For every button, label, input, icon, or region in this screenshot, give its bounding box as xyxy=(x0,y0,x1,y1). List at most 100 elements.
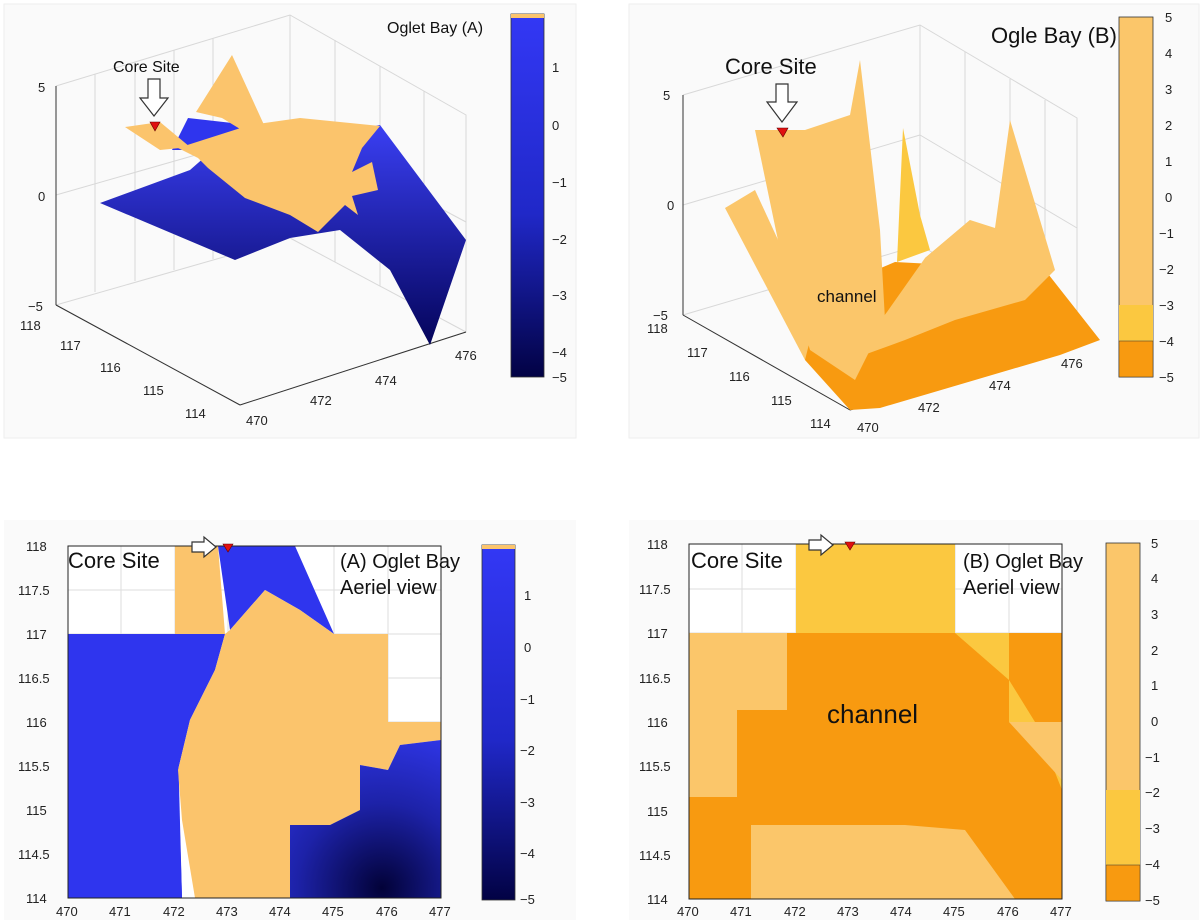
panel-b-core-site-label: Core Site xyxy=(725,54,817,79)
panel-b-aerial-title-line2: Aeriel view xyxy=(963,577,1060,599)
svg-text:−1: −1 xyxy=(520,692,535,707)
panel-b-surface xyxy=(725,60,1100,410)
svg-text:114.5: 114.5 xyxy=(639,848,671,863)
svg-text:474: 474 xyxy=(890,904,912,919)
svg-text:−1: −1 xyxy=(1159,226,1174,241)
svg-text:476: 476 xyxy=(997,904,1019,919)
svg-text:115.5: 115.5 xyxy=(18,759,50,774)
svg-text:−2: −2 xyxy=(552,232,567,247)
svg-text:471: 471 xyxy=(109,904,131,919)
panel-a-aerial-title-line2: Aeriel view xyxy=(340,577,437,599)
panel-a-3d: Core Site Oglet Bay (A) 5 0 −5 118 117 1… xyxy=(0,0,580,440)
panel-a-z-tick: 5 xyxy=(38,80,45,95)
panel-b-y-tick: 115 xyxy=(771,393,792,408)
panel-b-aerial-channel-label: channel xyxy=(827,699,918,729)
svg-text:116.5: 116.5 xyxy=(639,671,671,686)
panel-a-z-tick: 0 xyxy=(38,189,45,204)
panel-b-aerial: Core Site (B) Oglet Bay Aeriel view chan… xyxy=(625,520,1203,920)
svg-text:−2: −2 xyxy=(520,743,535,758)
panel-a-y-tick: 118 xyxy=(20,318,41,333)
panel-b-aerial-core-site-marker xyxy=(844,541,856,551)
svg-text:1: 1 xyxy=(552,60,559,75)
svg-text:5: 5 xyxy=(1165,10,1172,25)
svg-text:118: 118 xyxy=(647,537,668,552)
svg-text:117.5: 117.5 xyxy=(18,583,50,598)
svg-text:116.5: 116.5 xyxy=(18,671,50,686)
svg-text:473: 473 xyxy=(216,904,238,919)
panel-a-colorbar-ticks: 1 0 −1 −2 −3 −4 −5 xyxy=(552,60,567,385)
panel-a-aerial-x-ticks: 470 471 472 473 474 475 476 477 xyxy=(56,904,451,919)
panel-a-y-tick: 114 xyxy=(185,406,206,421)
svg-text:472: 472 xyxy=(163,904,185,919)
panel-b-x-tick: 470 xyxy=(857,420,879,435)
panel-a-aerial-colorbar-ticks: 1 0 −1 −2 −3 −4 −5 xyxy=(520,588,535,907)
panel-a-x-tick: 474 xyxy=(375,373,397,388)
panel-a-y-tick: 117 xyxy=(60,338,81,353)
panel-a-title: Oglet Bay (A) xyxy=(387,20,483,37)
svg-text:117: 117 xyxy=(647,626,668,641)
svg-text:−4: −4 xyxy=(520,846,535,861)
svg-text:118: 118 xyxy=(26,539,47,554)
panel-b-colorbar-ticks: 5 4 3 2 1 0 −1 −2 −3 −4 −5 xyxy=(1159,10,1174,385)
svg-text:477: 477 xyxy=(1050,904,1072,919)
svg-text:114: 114 xyxy=(26,891,47,906)
panel-a-x-tick: 476 xyxy=(455,348,477,363)
svg-text:−2: −2 xyxy=(1145,785,1160,800)
panel-a-core-site-marker xyxy=(149,121,161,132)
svg-text:2: 2 xyxy=(1165,118,1172,133)
svg-text:−4: −4 xyxy=(552,345,567,360)
panel-a-colorbar xyxy=(510,13,545,378)
panel-a-aerial-colorbar xyxy=(481,544,516,901)
svg-text:0: 0 xyxy=(1165,190,1172,205)
panel-b-y-tick: 116 xyxy=(729,369,750,384)
panel-b-aerial-title-line1: (B) Oglet Bay xyxy=(963,551,1083,573)
panel-b-x-tick: 476 xyxy=(1061,356,1083,371)
panel-a-aerial-core-site-arrow xyxy=(191,535,217,559)
panel-a-aerial-plot: Core Site (A) Oglet Bay Aeriel view 118 … xyxy=(4,520,576,920)
panel-a-core-site-arrow xyxy=(138,78,170,117)
svg-text:474: 474 xyxy=(269,904,291,919)
svg-text:477: 477 xyxy=(429,904,451,919)
panel-b-channel-label: channel xyxy=(817,287,877,306)
svg-text:476: 476 xyxy=(376,904,398,919)
svg-text:115.5: 115.5 xyxy=(639,759,671,774)
panel-a-3d-plot: Core Site Oglet Bay (A) 5 0 −5 118 117 1… xyxy=(3,3,577,439)
svg-text:117: 117 xyxy=(26,627,47,642)
svg-text:470: 470 xyxy=(677,904,699,919)
panel-b-x-tick: 472 xyxy=(918,400,940,415)
svg-text:−2: −2 xyxy=(1159,262,1174,277)
panel-b-x-tick: 474 xyxy=(989,378,1011,393)
svg-text:475: 475 xyxy=(943,904,965,919)
panel-a-x-tick: 472 xyxy=(310,393,332,408)
svg-text:471: 471 xyxy=(730,904,752,919)
svg-text:0: 0 xyxy=(524,640,531,655)
svg-text:2: 2 xyxy=(1151,643,1158,658)
svg-text:−5: −5 xyxy=(1159,370,1174,385)
panel-b-aerial-x-ticks: 470 471 472 473 474 475 476 477 xyxy=(677,904,1072,919)
panel-a-core-site-label: Core Site xyxy=(113,59,180,76)
panel-a-aerial-title-line1: (A) Oglet Bay xyxy=(340,551,460,573)
svg-text:116: 116 xyxy=(26,715,47,730)
panel-b-aerial-colorbar-ticks: 5 4 3 2 1 0 −1 −2 −3 −4 −5 xyxy=(1145,536,1160,908)
svg-text:3: 3 xyxy=(1151,607,1158,622)
panel-a-surface xyxy=(100,55,466,345)
svg-text:−5: −5 xyxy=(1145,893,1160,908)
panel-b-z-tick: −5 xyxy=(653,308,668,323)
svg-text:5: 5 xyxy=(1151,536,1158,551)
svg-text:−5: −5 xyxy=(552,370,567,385)
panel-a-y-tick: 115 xyxy=(143,383,164,398)
svg-text:−3: −3 xyxy=(520,795,535,810)
panel-b-y-tick: 117 xyxy=(687,345,708,360)
svg-text:−3: −3 xyxy=(552,288,567,303)
svg-text:472: 472 xyxy=(784,904,806,919)
svg-text:114: 114 xyxy=(647,892,668,907)
panel-b-title: Ogle Bay (B) xyxy=(991,23,1117,48)
panel-b-y-tick: 118 xyxy=(647,321,668,336)
svg-text:115: 115 xyxy=(26,803,47,818)
panel-b-aerial-core-site-arrow xyxy=(808,533,834,557)
panel-b-aerial-plot: Core Site (B) Oglet Bay Aeriel view chan… xyxy=(629,520,1199,920)
svg-text:4: 4 xyxy=(1165,46,1172,61)
panel-a-aerial-core-site-marker xyxy=(222,543,234,553)
panel-b-z-tick: 0 xyxy=(667,198,674,213)
svg-text:−4: −4 xyxy=(1159,334,1174,349)
